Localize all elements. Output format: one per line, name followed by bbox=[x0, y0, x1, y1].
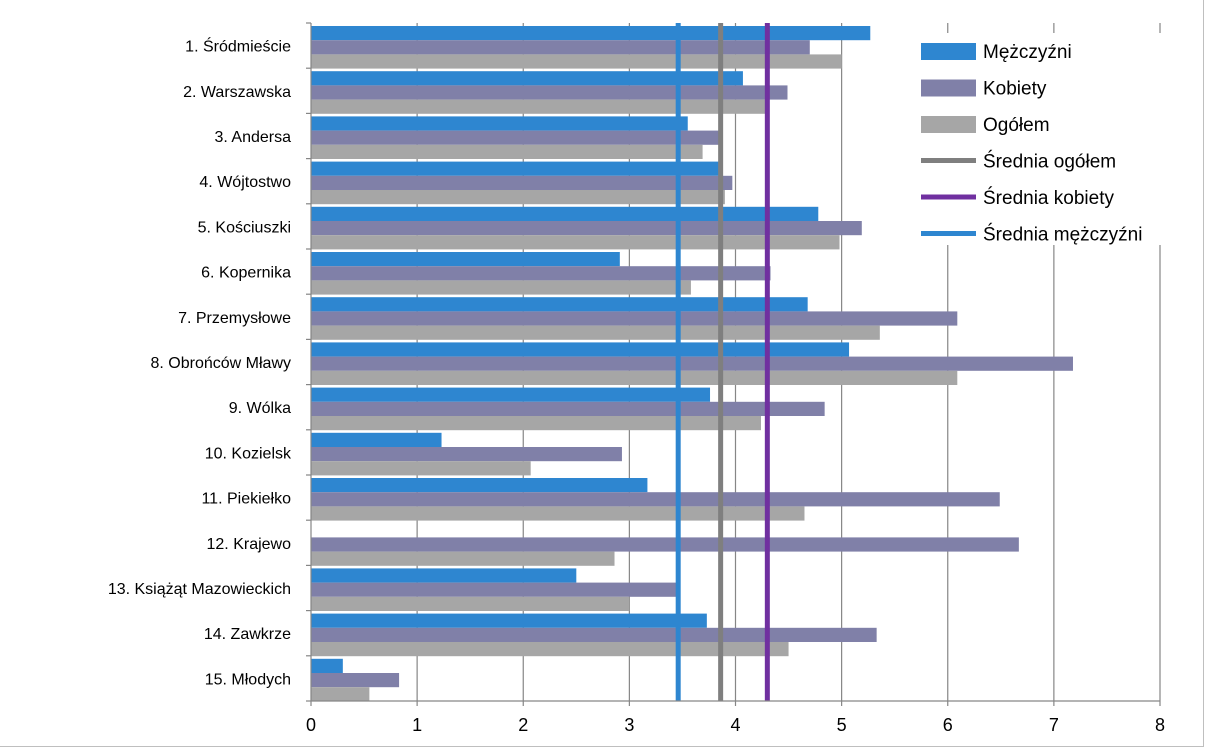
bar-m-czy-ni-8 bbox=[311, 342, 850, 357]
legend-label-3: Ogółem bbox=[983, 115, 1050, 136]
bar-m-czy-ni-2 bbox=[311, 71, 743, 86]
bar-m-czy-ni-14 bbox=[311, 613, 707, 628]
category-label-15: 15. Młodych bbox=[205, 671, 291, 688]
category-label-7: 7. Przemysłowe bbox=[178, 310, 291, 327]
bar-m-czy-ni-10 bbox=[311, 432, 442, 447]
legend-swatch-3 bbox=[921, 116, 976, 133]
bar-m-czy-ni-5 bbox=[311, 206, 819, 221]
x-tick-label-5: 5 bbox=[837, 715, 847, 735]
bar-og-em-11 bbox=[311, 506, 805, 521]
bar-m-czy-ni-6 bbox=[311, 252, 620, 267]
category-label-8: 8. Obrońców Mławy bbox=[151, 355, 292, 372]
category-label-6: 6. Kopernika bbox=[201, 265, 291, 282]
bar-m-czy-ni-9 bbox=[311, 387, 711, 402]
bar-og-em-9 bbox=[311, 416, 761, 431]
category-label-5: 5. Kościuszki bbox=[198, 219, 291, 236]
bar-kobiety-14 bbox=[311, 627, 877, 642]
bar-og-em-14 bbox=[311, 642, 789, 657]
x-tick-label-4: 4 bbox=[730, 715, 740, 735]
bar-og-em-3 bbox=[311, 144, 703, 159]
category-label-1: 1. Śródmieście bbox=[185, 37, 291, 56]
bar-kobiety-15 bbox=[311, 673, 400, 688]
legend-line-label-3: Średnia mężczyźni bbox=[983, 224, 1142, 246]
bar-og-em-6 bbox=[311, 280, 691, 295]
bar-og-em-7 bbox=[311, 325, 880, 340]
x-tick-label-0: 0 bbox=[306, 715, 316, 735]
bar-og-em-5 bbox=[311, 235, 840, 250]
bar-og-em-1 bbox=[311, 54, 842, 69]
bar-kobiety-1 bbox=[311, 40, 810, 55]
bar-m-czy-ni-13 bbox=[311, 568, 577, 583]
x-tick-label-7: 7 bbox=[1049, 715, 1059, 735]
bar-kobiety-7 bbox=[311, 311, 958, 326]
bar-m-czy-ni-15 bbox=[311, 658, 343, 673]
category-label-12: 12. Krajewo bbox=[207, 536, 292, 553]
bar-og-em-13 bbox=[311, 596, 630, 611]
bar-kobiety-2 bbox=[311, 85, 788, 100]
legend-line-label-2: Średnia kobiety bbox=[983, 187, 1114, 209]
bar-m-czy-ni-4 bbox=[311, 161, 719, 176]
bar-og-em-2 bbox=[311, 99, 766, 114]
category-label-14: 14. Zawkrze bbox=[204, 626, 291, 643]
bar-og-em-4 bbox=[311, 190, 725, 205]
category-label-11: 11. Piekiełko bbox=[201, 491, 291, 508]
bar-og-em-15 bbox=[311, 687, 370, 702]
legend-line-label-1: Średnia ogółem bbox=[983, 151, 1116, 173]
bar-kobiety-12 bbox=[311, 537, 1019, 552]
bar-og-em-10 bbox=[311, 461, 531, 476]
x-tick-label-2: 2 bbox=[518, 715, 528, 735]
category-label-3: 3. Andersa bbox=[215, 129, 292, 146]
bar-kobiety-5 bbox=[311, 221, 862, 236]
category-label-9: 9. Wólka bbox=[229, 400, 291, 417]
bar-m-czy-ni-1 bbox=[311, 26, 871, 41]
category-label-4: 4. Wójtostwo bbox=[199, 174, 291, 191]
x-tick-label-6: 6 bbox=[943, 715, 953, 735]
bar-m-czy-ni-7 bbox=[311, 297, 808, 312]
bar-m-czy-ni-3 bbox=[311, 116, 688, 131]
legend-swatch-1 bbox=[921, 43, 976, 60]
category-label-10: 10. Kozielsk bbox=[205, 445, 292, 462]
bar-og-em-12 bbox=[311, 551, 615, 566]
category-label-13: 13. Książąt Mazowieckich bbox=[108, 581, 291, 598]
bar-og-em-8 bbox=[311, 370, 958, 385]
bar-kobiety-4 bbox=[311, 175, 733, 190]
bar-kobiety-10 bbox=[311, 447, 622, 462]
bar-kobiety-13 bbox=[311, 582, 678, 597]
bar-kobiety-11 bbox=[311, 492, 1000, 507]
legend-background bbox=[912, 33, 1180, 245]
bar-m-czy-ni-11 bbox=[311, 478, 648, 493]
bar-kobiety-6 bbox=[311, 266, 771, 281]
x-tick-label-8: 8 bbox=[1155, 715, 1165, 735]
legend-label-2: Kobiety bbox=[983, 79, 1047, 100]
bar-kobiety-9 bbox=[311, 401, 825, 416]
legend-label-1: Mężczyźni bbox=[983, 42, 1072, 63]
legend-swatch-2 bbox=[921, 79, 976, 97]
bar-kobiety-8 bbox=[311, 356, 1073, 371]
bar-kobiety-3 bbox=[311, 130, 719, 145]
x-tick-label-3: 3 bbox=[624, 715, 634, 735]
category-label-2: 2. Warszawska bbox=[183, 84, 291, 101]
x-tick-label-1: 1 bbox=[412, 715, 422, 735]
